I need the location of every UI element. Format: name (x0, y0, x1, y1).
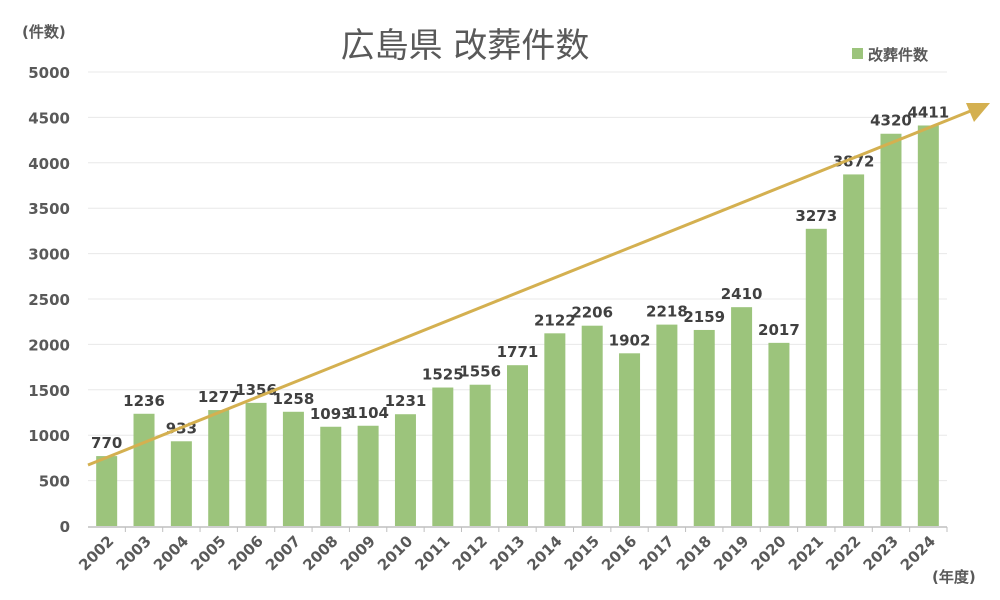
data-label: 2206 (571, 304, 613, 322)
trend-arrowhead (966, 103, 990, 122)
x-tick-label: 2006 (225, 532, 267, 574)
bar-2014 (544, 333, 566, 526)
bar-2008 (320, 426, 342, 526)
y-tick-label: 1000 (28, 427, 70, 445)
bar-2004 (170, 441, 192, 526)
x-tick-label: 2014 (523, 532, 565, 574)
y-tick-label: 500 (39, 473, 70, 491)
bar-2007 (282, 411, 304, 526)
x-tick-label: 2003 (113, 532, 155, 574)
x-tick-label: 2011 (411, 532, 453, 574)
data-label: 770 (91, 434, 122, 452)
bar-2011 (432, 387, 454, 526)
x-tick-label: 2005 (187, 532, 229, 574)
legend-swatch (852, 48, 863, 59)
y-tick-label: 2000 (28, 336, 70, 354)
y-axis-label: (件数) (22, 23, 66, 41)
data-label: 1525 (422, 366, 464, 384)
data-label: 1277 (198, 388, 240, 406)
x-tick-label: 2008 (299, 532, 341, 574)
bar-2019 (731, 307, 753, 526)
y-tick-label: 1500 (28, 382, 70, 400)
legend-label: 改葬件数 (868, 46, 929, 64)
y-tick-label: 5000 (28, 64, 70, 82)
x-tick-label: 2017 (635, 532, 677, 574)
bar-2023 (880, 133, 902, 526)
data-label: 2122 (534, 311, 576, 329)
x-tick-label: 2019 (710, 532, 752, 574)
bar-2024 (917, 125, 939, 526)
bar-2006 (245, 402, 267, 526)
y-tick-label: 4500 (28, 109, 70, 127)
x-tick-label: 2009 (337, 532, 379, 574)
bar-2005 (208, 410, 230, 526)
x-tick-label: 2012 (449, 532, 491, 574)
bar-2012 (469, 384, 491, 526)
data-label: 1104 (347, 404, 389, 422)
x-tick-label: 2010 (374, 532, 416, 574)
trend-arrow (87, 106, 979, 467)
data-label: 1258 (273, 390, 315, 408)
x-tick-label: 2023 (860, 532, 902, 574)
data-label: 2218 (646, 303, 688, 321)
y-tick-label: 2500 (28, 291, 70, 309)
data-label: 4320 (870, 112, 912, 130)
x-tick-label: 2007 (262, 532, 304, 574)
bar-2013 (507, 365, 528, 526)
bar-2016 (619, 353, 641, 526)
data-label: 2017 (758, 321, 800, 339)
data-label: 3872 (833, 152, 875, 170)
data-label: 1231 (385, 392, 427, 410)
x-tick-label: 2002 (75, 532, 117, 574)
x-tick-label: 2015 (561, 532, 603, 574)
bar-2018 (693, 329, 715, 526)
data-label: 1093 (310, 405, 352, 423)
data-label: 1771 (497, 343, 539, 361)
y-tick-label: 3500 (28, 200, 70, 218)
x-tick-label: 2021 (785, 532, 827, 574)
bar-2010 (394, 414, 416, 526)
x-tick-label: 2020 (748, 532, 790, 574)
x-tick-label: 2004 (150, 532, 192, 574)
x-tick-label: 2016 (598, 532, 640, 574)
x-axis-label: (年度) (932, 568, 976, 586)
data-label: 2159 (683, 308, 725, 326)
data-label: 2410 (721, 285, 763, 303)
data-label: 4411 (907, 103, 949, 121)
bar-2002 (96, 456, 118, 526)
bar-2003 (133, 413, 155, 526)
bar-2020 (768, 342, 790, 526)
bar-2017 (656, 324, 678, 526)
data-label: 1902 (609, 331, 651, 349)
bar-2009 (357, 425, 379, 526)
data-label: 1556 (459, 363, 501, 381)
chart-title: 広島県 改葬件数 (341, 26, 590, 66)
data-label: 1236 (123, 392, 165, 410)
data-label: 3273 (795, 207, 837, 225)
bar-2021 (805, 228, 827, 527)
y-tick-label: 4000 (28, 155, 70, 173)
x-tick-label: 2018 (673, 532, 715, 574)
x-tick-label: 2022 (822, 532, 864, 574)
bar-2022 (843, 174, 865, 526)
bar-2015 (581, 325, 603, 526)
y-tick-label: 0 (60, 518, 70, 536)
x-tick-label: 2013 (486, 532, 528, 574)
y-tick-label: 3000 (28, 246, 70, 264)
